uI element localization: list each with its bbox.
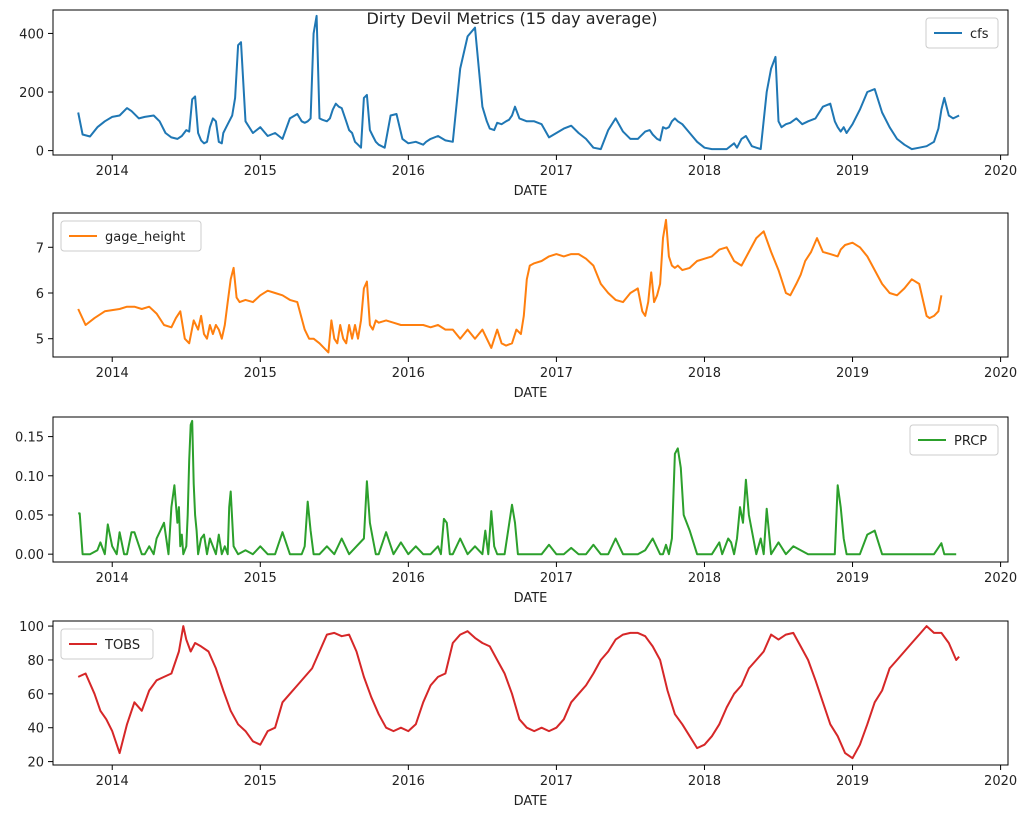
axes-frame	[52, 212, 1009, 358]
y-tick-label: 100	[19, 620, 44, 635]
y-tick-label: 60	[27, 688, 44, 703]
x-tick-label: 2017	[540, 774, 573, 789]
x-tick-label: 2016	[392, 774, 425, 789]
y-tick-label: 400	[19, 27, 44, 42]
x-tick-label: 2016	[392, 571, 425, 586]
y-tick-label: 0	[36, 145, 44, 160]
x-axis-label: DATE	[514, 794, 548, 809]
x-axis-label: DATE	[514, 591, 548, 606]
x-axis-label: DATE	[514, 386, 548, 401]
series-line-gage-height	[77, 218, 943, 354]
axes-frame	[52, 416, 1009, 563]
x-tick-label: 2019	[836, 774, 869, 789]
x-tick-label: 2015	[244, 774, 277, 789]
legend-label: PRCP	[954, 434, 987, 449]
x-tick-label: 2015	[244, 366, 277, 381]
y-tick-label: 0.10	[15, 470, 44, 485]
x-tick-label: 2019	[836, 366, 869, 381]
panel-PRCP: 2014 2015 2016 2017 2018 2019 2020 0.00 0.05 0.10…	[15, 416, 1017, 606]
axes-frame	[52, 620, 1009, 766]
y-tick-label: 80	[27, 654, 44, 669]
series-line-TOBS	[77, 625, 960, 760]
x-tick-label: 2016	[392, 164, 425, 179]
y-tick-label: 20	[27, 756, 44, 771]
legend: PRCP	[909, 424, 999, 456]
y-tick-label: 6	[36, 287, 44, 302]
y-tick-label: 0.05	[15, 509, 44, 524]
legend: gage_height	[60, 220, 202, 252]
x-tick-label: 2016	[392, 366, 425, 381]
legend-box	[60, 220, 202, 252]
panel-gage-height: 2014 2015 2016 2017 2018 2019 2020 5 6 7 DATE gage_…	[36, 212, 1017, 401]
x-tick-label: 2019	[836, 164, 869, 179]
x-tick-label: 2019	[836, 571, 869, 586]
y-tick-label: 0.00	[15, 548, 44, 563]
x-tick-label: 2014	[96, 774, 129, 789]
series-line-PRCP	[78, 419, 957, 556]
x-tick-label: 2018	[688, 164, 721, 179]
y-tick-label: 0.15	[15, 431, 44, 446]
y-tick-label: 7	[36, 241, 44, 256]
x-tick-label: 2014	[96, 571, 129, 586]
x-tick-label: 2020	[984, 774, 1017, 789]
y-tick-label: 5	[36, 333, 44, 348]
legend-label: gage_height	[105, 230, 185, 245]
x-tick-label: 2014	[96, 164, 129, 179]
legend-label: cfs	[970, 27, 989, 42]
legend-box	[909, 424, 999, 456]
series-line-cfs	[77, 14, 960, 151]
x-tick-label: 2014	[96, 366, 129, 381]
x-tick-label: 2020	[984, 164, 1017, 179]
chart-title: Dirty Devil Metrics (15 day average)	[367, 9, 658, 28]
x-tick-label: 2017	[540, 571, 573, 586]
y-tick-label: 200	[19, 86, 44, 101]
panel-TOBS: 2014 2015 2016 2017 2018 2019 202020406080100D…	[19, 620, 1017, 809]
x-tick-label: 2018	[688, 366, 721, 381]
legend: cfs	[925, 17, 999, 49]
x-tick-label: 2015	[244, 571, 277, 586]
x-tick-label: 2020	[984, 571, 1017, 586]
legend-label: TOBS	[104, 638, 140, 653]
axes-frame	[52, 9, 1009, 156]
legend-box	[60, 628, 154, 660]
x-tick-label: 2015	[244, 164, 277, 179]
panel-cfs: 2014 2015 2016 2017 2018 2019 2020 0 200 400 DATE c…	[19, 9, 1017, 199]
x-axis-label: DATE	[514, 184, 548, 199]
x-tick-label: 2020	[984, 366, 1017, 381]
x-tick-label: 2018	[688, 571, 721, 586]
legend: TOBS	[60, 628, 154, 660]
x-tick-label: 2018	[688, 774, 721, 789]
y-tick-label: 40	[27, 722, 44, 737]
x-tick-label: 2017	[540, 164, 573, 179]
x-tick-label: 2017	[540, 366, 573, 381]
